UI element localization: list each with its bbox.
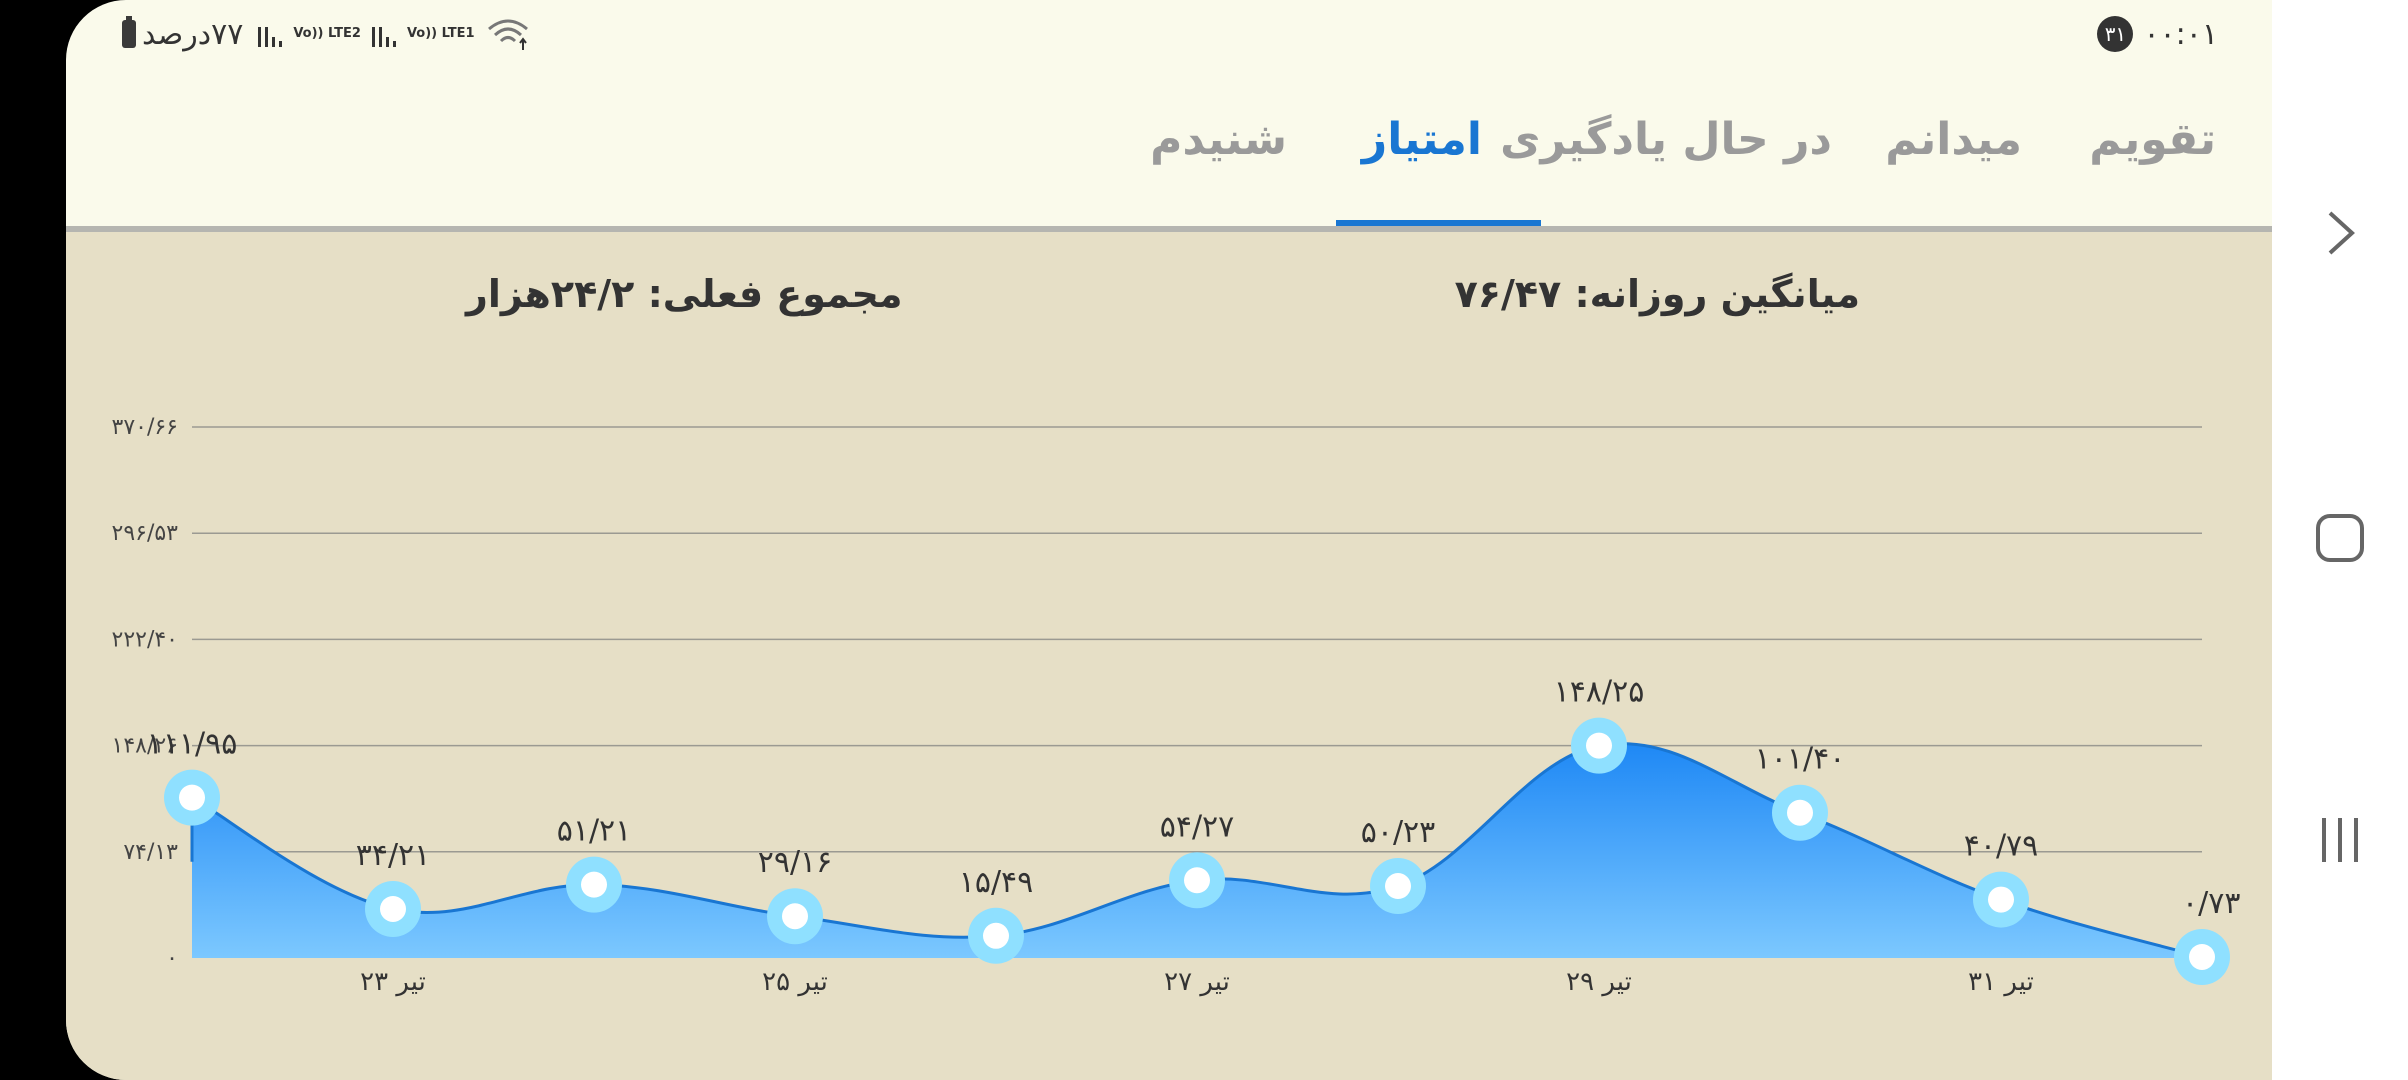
data-point <box>1184 867 1210 894</box>
data-point <box>782 903 808 930</box>
sim2-label: Vo)) LTE1 <box>406 26 475 41</box>
data-value-label: ۱۵/۴۹ <box>959 865 1034 900</box>
x-tick-label: ۲۷ تیر <box>1164 967 1230 997</box>
data-value-label: ۱۱۱/۹۵ <box>147 727 238 762</box>
status-right: ۳۱ ۰۰:۰۱ <box>2097 14 2218 54</box>
status-left: ۷۷درصد Vo)) LTE2 Vo)) LTE1 <box>122 14 531 54</box>
data-point <box>1385 873 1411 900</box>
score-area-chart: ۰ ۷۴/۱۳ ۱۴۸/۲۶ ۲۲۲/۴۰ ۲۹۶/۵۳ ۳۷۰/۶۶ ۲۳ تیر ۲۵ … <box>112 415 2241 997</box>
data-value-label: ۳۴/۲۱ <box>356 838 431 873</box>
y-tick-label: ۷۴/۱۳ <box>123 840 178 865</box>
x-tick-label: ۲۵ تیر <box>762 967 828 997</box>
y-tick-label: ۲۹۶/۵۳ <box>112 521 179 546</box>
battery-text: ۷۷درصد <box>142 16 244 52</box>
data-point <box>179 784 205 811</box>
x-tick-label: ۲۳ تیر <box>360 967 426 997</box>
data-point <box>1988 886 2014 913</box>
chevron-right-icon <box>2328 211 2355 255</box>
data-value-label: ۴۰/۷۹ <box>1964 829 2039 864</box>
tab-learning[interactable]: در حال یادگیری <box>1500 114 1832 165</box>
y-tick-label: ۲۲۲/۴۰ <box>112 627 179 652</box>
recents-button[interactable] <box>2272 792 2408 882</box>
data-value-label: ۱۴۸/۲۵ <box>1554 675 1645 710</box>
data-point <box>1787 799 1813 826</box>
signal-icon <box>371 27 396 47</box>
notification-badge: ۳۱ <box>2097 16 2134 52</box>
signal-icon <box>258 27 283 47</box>
current-total: مجموع فعلی: ۲۴/۲هزار <box>466 272 903 316</box>
data-value-label: ۵۱/۲۱ <box>557 814 632 849</box>
y-tick-label: ۰ <box>166 946 178 971</box>
tab-score[interactable]: امتیاز <box>1361 114 1482 165</box>
data-value-label: ۵۴/۲۷ <box>1160 809 1235 844</box>
clock: ۰۰:۰۱ <box>2143 16 2218 52</box>
data-point <box>581 871 607 898</box>
data-value-label: ۱۰۱/۴۰ <box>1755 742 1846 777</box>
score-area <box>192 743 2202 958</box>
data-point <box>983 922 1009 949</box>
tab-known[interactable]: میدانم <box>1885 114 2022 165</box>
y-tick-label: ۱۴۸/۲۶ <box>112 734 179 759</box>
recents-icon <box>2322 818 2358 862</box>
data-point <box>380 895 406 922</box>
sim1-label: Vo)) LTE2 <box>293 26 361 41</box>
home-button[interactable] <box>2272 490 2408 580</box>
data-point <box>1586 732 1612 759</box>
home-icon <box>2316 514 2364 562</box>
x-tick-label: ۲۹ تیر <box>1566 967 1632 997</box>
wifi-icon <box>487 19 528 50</box>
tab-bar: تقویم میدانم در حال یادگیری امتیاز شنیدم <box>66 70 2272 228</box>
data-point <box>2189 943 2215 970</box>
status-bar: ۷۷درصد Vo)) LTE2 Vo)) LTE1 ۳۱ ۰۰:۰۱ <box>66 0 2272 70</box>
active-tab-indicator <box>1336 220 1541 228</box>
tab-divider <box>66 226 2272 232</box>
data-value-label: ۵۰/۲۳ <box>1361 815 1436 850</box>
tab-calendar[interactable]: تقویم <box>2089 114 2216 165</box>
score-chart-panel: میانگین روزانه: ۷۶/۴۷ مجموع فعلی: ۲۴/۲هز… <box>66 232 2272 1080</box>
system-nav-bar <box>2272 0 2408 1080</box>
x-tick-label: ۳۱ تیر <box>1968 967 2034 997</box>
daily-average: میانگین روزانه: ۷۶/۴۷ <box>1454 272 1860 316</box>
tab-heard[interactable]: شنیدم <box>1150 114 1287 165</box>
battery-icon <box>122 16 136 48</box>
y-tick-label: ۳۷۰/۶۶ <box>112 415 179 440</box>
data-value-label: ۰/۷۳ <box>2182 886 2240 921</box>
forward-button[interactable] <box>2272 185 2408 275</box>
data-value-label: ۲۹/۱۶ <box>758 845 833 880</box>
app-screen: ۷۷درصد Vo)) LTE2 Vo)) LTE1 ۳۱ ۰۰:۰۱ <box>66 0 2272 1080</box>
